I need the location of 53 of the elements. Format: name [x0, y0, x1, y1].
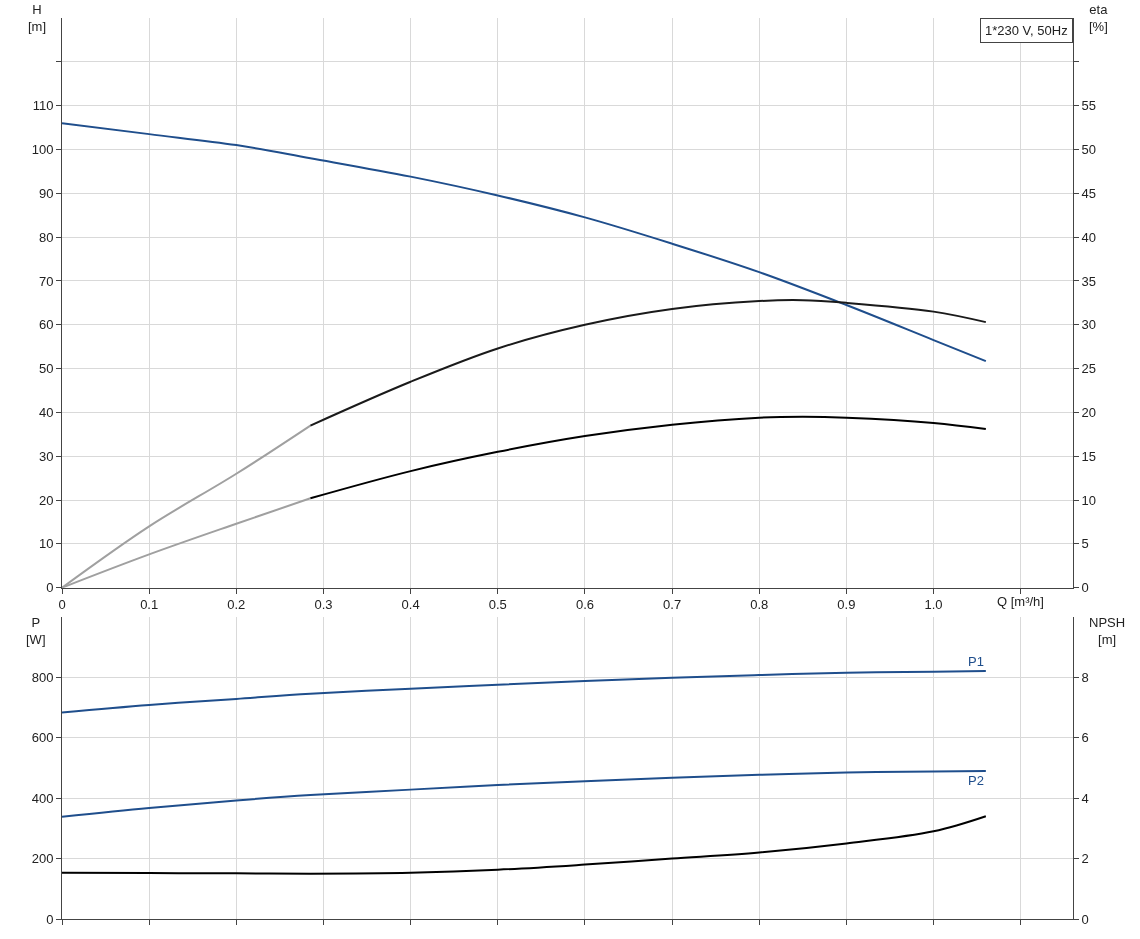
y-tick-label: 80 [38, 229, 54, 245]
y-tick-label: 90 [38, 185, 54, 201]
x-tick-label: 0.5 [488, 597, 507, 613]
y2-tick-label: 20 [1081, 404, 1097, 420]
y-tick-label: 40 [38, 404, 54, 420]
y-tick-label: 50 [38, 361, 54, 377]
y-tick-label: 800 [31, 669, 54, 685]
y-tick-label: 0 [46, 911, 54, 927]
x-axis-title: Q [m³/h] [997, 594, 1044, 609]
y-axis-title: H [m] [28, 2, 47, 34]
series-label: P1 [968, 654, 984, 669]
x-tick-label: 0.1 [140, 597, 159, 613]
y-axis-title: P [W] [26, 615, 46, 647]
y2-tick-label: 30 [1081, 317, 1097, 333]
y-tick-label: 400 [31, 790, 54, 806]
y-tick-label: 30 [38, 448, 54, 464]
chart-title: 1*230 V, 50Hz [985, 23, 1068, 38]
y-tick-label: 110 [32, 98, 54, 114]
y2-tick-label: 25 [1081, 361, 1097, 377]
x-tick-label: 0 [58, 597, 66, 613]
y2-tick-label: 50 [1081, 142, 1097, 158]
x-tick-label: 0.2 [227, 597, 246, 613]
x-tick-label: 0.6 [575, 597, 594, 613]
y-tick-label: 200 [31, 851, 54, 867]
y2-tick-label: 6 [1081, 730, 1089, 746]
y2-axis-title: eta [%] [1089, 2, 1109, 34]
y-tick-label: 600 [31, 730, 54, 746]
x-tick-label: 0.3 [314, 597, 333, 613]
y2-tick-label: 4 [1081, 790, 1089, 806]
x-tick-label: 0.7 [663, 597, 682, 613]
y2-tick-label: 55 [1081, 98, 1097, 114]
y2-tick-label: 5 [1081, 536, 1089, 552]
x-tick-label: 0.9 [837, 597, 856, 613]
x-tick-label: 0.4 [401, 597, 420, 613]
x-tick-label: 1.0 [924, 597, 943, 613]
y2-axis-title: NPSH [m] [1089, 615, 1126, 647]
y2-tick-label: 40 [1081, 229, 1097, 245]
y-tick-label: 0 [46, 580, 54, 596]
y-tick-label: 20 [38, 492, 54, 508]
x-tick-label: 0.8 [750, 597, 769, 613]
y-tick-label: 100 [31, 142, 54, 158]
y-tick-label: 70 [38, 273, 54, 289]
y2-tick-label: 45 [1081, 185, 1097, 201]
y-tick-label: 10 [38, 536, 54, 552]
y2-tick-label: 35 [1081, 273, 1097, 289]
y-tick-label: 60 [38, 317, 54, 333]
y2-tick-label: 0 [1081, 911, 1089, 927]
y2-tick-label: 8 [1081, 669, 1089, 685]
y2-tick-label: 2 [1081, 851, 1089, 867]
y2-tick-label: 0 [1081, 580, 1089, 596]
y2-tick-label: 10 [1081, 492, 1097, 508]
y2-tick-label: 15 [1081, 448, 1097, 464]
series-label: P2 [968, 773, 984, 788]
